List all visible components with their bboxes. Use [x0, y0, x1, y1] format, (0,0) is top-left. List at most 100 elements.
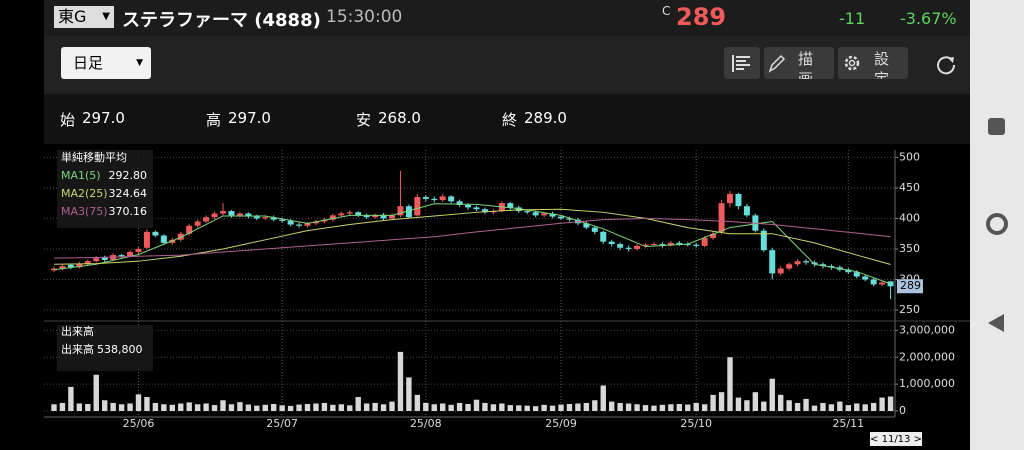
legend-name: MA2(25) [61, 187, 108, 200]
volume-bar [828, 404, 835, 411]
candle-body [558, 216, 564, 219]
volume-bar [490, 404, 497, 411]
candle-body [583, 223, 590, 228]
candle-body [346, 212, 353, 214]
candle-body [760, 230, 767, 251]
volume-bar [355, 397, 361, 411]
settings-label: 設定 [874, 50, 890, 79]
back-button[interactable] [986, 312, 1006, 334]
volume-bar [854, 403, 860, 411]
candle-body [524, 211, 531, 213]
volume-bar [144, 397, 150, 411]
volume-bar [245, 404, 252, 411]
candle-body [194, 221, 201, 226]
refresh-button[interactable] [934, 52, 958, 76]
volume-bar [135, 394, 142, 411]
ma-line [53, 217, 891, 259]
price-tag [897, 279, 923, 294]
y-tick-label: 450 [899, 181, 920, 194]
volume-bar [549, 405, 556, 411]
volume-bar [448, 404, 454, 411]
candle-body [287, 220, 294, 225]
volume-bar [879, 397, 885, 411]
volume-bar [178, 403, 184, 411]
candle-body [819, 264, 826, 267]
period: 日足 [73, 54, 104, 72]
indicator-button[interactable] [724, 47, 760, 79]
volume-bar [397, 351, 404, 411]
draw-label: 描画 [798, 50, 814, 79]
candle-body [676, 242, 683, 245]
volume-bar [575, 403, 581, 411]
ma-legend-box [57, 150, 153, 228]
date-tag [870, 432, 922, 446]
candle-body [372, 214, 379, 218]
volume-bar [609, 401, 615, 411]
candle-body [625, 247, 632, 249]
candle-body [355, 212, 362, 216]
volume-bar [304, 404, 311, 411]
period-select[interactable]: 日足 ▼ [61, 47, 151, 79]
volume-bar [363, 403, 370, 411]
volume-bar [262, 404, 268, 411]
volume-bar [473, 399, 480, 411]
draw-button[interactable]: 描画 [764, 47, 834, 79]
volume-bar [778, 394, 784, 411]
candle-body [262, 217, 269, 219]
change: -11 [839, 9, 866, 28]
volume-bar [296, 404, 302, 411]
volume-bar [186, 402, 192, 411]
volume-bar [710, 394, 716, 411]
volume-bar [499, 403, 505, 411]
candle-body [634, 245, 641, 249]
exchange-select[interactable]: 東G ▼ [54, 6, 114, 28]
caret: ▼ [102, 11, 110, 22]
candle-body [515, 207, 522, 212]
exchange: 東G [58, 7, 87, 26]
volume-bar [118, 404, 125, 411]
volume-bar [668, 404, 674, 411]
volume-bar [271, 404, 277, 411]
close-flag: C [662, 4, 671, 18]
legend-value: 324.64 [109, 187, 148, 200]
candle-body [253, 216, 260, 219]
volume-bar [254, 405, 260, 411]
candle-body [186, 225, 193, 234]
volume-bar [583, 402, 590, 411]
volume-bar [651, 405, 657, 411]
ohlc-label: 高 [206, 111, 222, 129]
candle-body [465, 204, 472, 208]
ohlc-value: 268.0 [378, 109, 421, 127]
change-pct: -3.67% [900, 9, 957, 28]
volume-bar [440, 403, 446, 411]
home-button[interactable] [986, 213, 1008, 235]
volume-bar [85, 404, 91, 411]
y-tick-label: 3,000,000 [899, 323, 955, 336]
volume-bar [803, 398, 809, 411]
candle-body [811, 262, 818, 265]
volume-legend-name: 出来高 [61, 342, 94, 356]
candle-body [448, 196, 455, 202]
candle-body [405, 206, 412, 218]
candle-body [693, 244, 700, 246]
candle-body [541, 213, 548, 216]
settings-button[interactable]: 設定 [838, 47, 908, 79]
legend-name: MA1(5) [61, 169, 101, 182]
candle-body [456, 201, 463, 205]
volume-bar [685, 404, 691, 411]
candle-body [735, 193, 742, 207]
date-tag-label: < 11/13 > [870, 434, 922, 445]
candle-body [169, 239, 176, 243]
volume-bar [701, 404, 708, 411]
volume-bar [287, 405, 294, 411]
recent-button[interactable] [988, 118, 1005, 135]
volume-bar [761, 401, 767, 411]
volume-bar [237, 402, 243, 411]
nav-bar [970, 0, 1024, 450]
volume-bar [203, 403, 209, 411]
candle-body [59, 266, 66, 269]
volume-bar [558, 404, 564, 411]
y-tick-label: 0 [899, 404, 906, 417]
volume-bar [220, 400, 226, 411]
